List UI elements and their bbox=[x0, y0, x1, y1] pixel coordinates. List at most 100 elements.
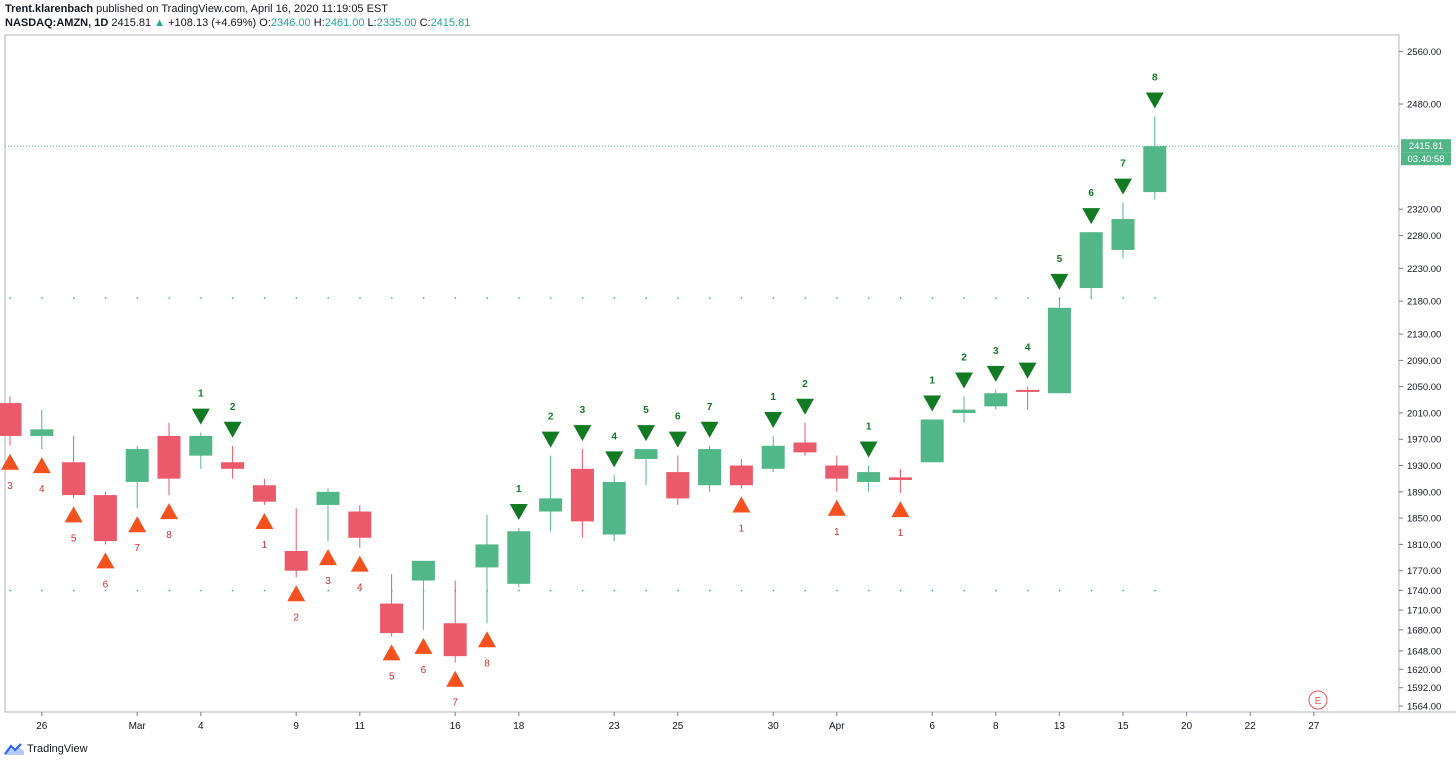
candle-body[interactable] bbox=[252, 485, 276, 502]
author-name[interactable]: Trent.klarenbach bbox=[5, 3, 94, 15]
high-label: H: bbox=[313, 17, 325, 29]
candle-body[interactable] bbox=[539, 498, 563, 512]
sell-setup-marker bbox=[859, 441, 878, 458]
resistance-dots bbox=[931, 297, 934, 299]
y-tick-label: 1620.00 bbox=[1407, 665, 1441, 676]
support-dots bbox=[1090, 589, 1093, 592]
sell-setup-count: 1 bbox=[516, 484, 522, 495]
candle-body[interactable] bbox=[221, 462, 245, 469]
candle-body[interactable] bbox=[1143, 146, 1167, 193]
y-tick-label: 2280.00 bbox=[1407, 231, 1441, 242]
buy-setup-marker bbox=[255, 512, 274, 529]
buy-setup-marker bbox=[827, 499, 846, 516]
buy-setup-count: 1 bbox=[834, 527, 840, 538]
candle-body[interactable] bbox=[984, 393, 1008, 407]
candle-body[interactable] bbox=[1079, 232, 1103, 289]
resistance-dots bbox=[899, 297, 902, 299]
support-dots bbox=[804, 589, 806, 592]
candle-body[interactable] bbox=[920, 419, 944, 463]
sell-setup-count: 6 bbox=[675, 412, 681, 423]
support-dots bbox=[899, 589, 902, 592]
buy-setup-count: 6 bbox=[103, 579, 109, 590]
chart-pane-border bbox=[4, 34, 1400, 713]
sell-setup-count: 3 bbox=[580, 405, 586, 416]
buy-setup-marker bbox=[160, 503, 178, 520]
y-tick-label: 1710.00 bbox=[1407, 606, 1441, 617]
change-up-icon: ▲ bbox=[154, 17, 166, 29]
low-label: L: bbox=[367, 17, 377, 29]
candle-body[interactable] bbox=[348, 511, 372, 538]
candle-body[interactable] bbox=[411, 560, 435, 581]
resistance-dots bbox=[200, 297, 202, 299]
support-dots bbox=[772, 589, 775, 592]
sell-setup-count: 2 bbox=[802, 379, 808, 390]
candle-body[interactable] bbox=[0, 403, 22, 436]
last-price: 2415.81 bbox=[111, 17, 152, 29]
earnings-marker-icon[interactable] bbox=[1308, 690, 1328, 710]
candle-body[interactable] bbox=[825, 465, 849, 479]
candle-body[interactable] bbox=[380, 603, 404, 634]
support-dots bbox=[41, 589, 43, 592]
candle-body[interactable] bbox=[857, 472, 881, 482]
candle-body[interactable] bbox=[475, 544, 499, 568]
candle-body[interactable] bbox=[284, 550, 308, 571]
support-dots bbox=[263, 589, 266, 592]
candle-body[interactable] bbox=[189, 435, 213, 456]
candle-body[interactable] bbox=[1047, 307, 1071, 394]
candle-body[interactable] bbox=[507, 531, 531, 584]
resistance-dots bbox=[550, 297, 552, 299]
x-tick-label: 8 bbox=[993, 721, 999, 732]
sell-setup-count: 8 bbox=[1152, 73, 1158, 84]
sell-setup-marker bbox=[605, 451, 624, 468]
high-value: 2461.00 bbox=[324, 17, 365, 29]
candle-body[interactable] bbox=[952, 409, 976, 413]
candle-body[interactable] bbox=[157, 435, 181, 479]
buy-setup-count: 4 bbox=[357, 583, 363, 594]
candle-body[interactable] bbox=[30, 429, 54, 436]
support-dots bbox=[963, 589, 965, 592]
candle-body[interactable] bbox=[316, 491, 340, 505]
y-tick-label: 1592.00 bbox=[1407, 683, 1441, 694]
buy-setup-count: 3 bbox=[325, 576, 331, 587]
buy-setup-count: 5 bbox=[71, 533, 77, 544]
candle-body[interactable] bbox=[93, 495, 117, 542]
candle-body[interactable] bbox=[570, 468, 594, 522]
sell-setup-marker bbox=[223, 421, 242, 438]
sell-setup-count: 1 bbox=[198, 389, 204, 400]
sell-setup-count: 1 bbox=[929, 376, 935, 387]
candle-body[interactable] bbox=[634, 449, 658, 459]
x-tick-label: 23 bbox=[609, 721, 621, 732]
support-dots bbox=[613, 589, 616, 592]
resistance-dots bbox=[868, 297, 870, 299]
candle-body[interactable] bbox=[1111, 219, 1135, 250]
x-tick-label: 22 bbox=[1245, 721, 1257, 732]
support-dots bbox=[931, 589, 934, 592]
support-dots bbox=[677, 589, 679, 592]
last-price-tag[interactable] bbox=[1401, 139, 1451, 153]
candle-body[interactable] bbox=[761, 445, 785, 469]
candle-body[interactable] bbox=[1016, 389, 1040, 392]
candle-body[interactable] bbox=[729, 465, 753, 486]
sell-setup-count: 6 bbox=[1088, 188, 1094, 199]
candle-body[interactable] bbox=[62, 462, 86, 496]
candle-body[interactable] bbox=[602, 481, 626, 535]
candle-body[interactable] bbox=[666, 472, 690, 499]
y-tick-label: 2230.00 bbox=[1407, 264, 1441, 275]
y-tick-label: 2130.00 bbox=[1407, 330, 1441, 341]
candle-body[interactable] bbox=[443, 623, 467, 657]
candle-body[interactable] bbox=[793, 442, 817, 453]
candle-body[interactable] bbox=[698, 449, 722, 486]
footer-brand[interactable]: TradingView bbox=[27, 743, 88, 755]
sell-setup-marker bbox=[1145, 92, 1164, 109]
x-tick-label: 20 bbox=[1181, 721, 1193, 732]
symbol-line: NASDAQ:AMZN, 1D 2415.81 ▲ +108.13 (+4.69… bbox=[5, 16, 470, 30]
buy-setup-marker bbox=[32, 457, 51, 474]
x-tick-label: 9 bbox=[293, 721, 299, 732]
chart-header: Trent.klarenbach published on TradingVie… bbox=[5, 2, 470, 30]
resistance-dots bbox=[836, 297, 838, 299]
x-tick-label: 13 bbox=[1054, 721, 1066, 732]
candle-body[interactable] bbox=[125, 449, 149, 482]
candle-body[interactable] bbox=[888, 477, 912, 480]
support-dots bbox=[73, 589, 75, 592]
